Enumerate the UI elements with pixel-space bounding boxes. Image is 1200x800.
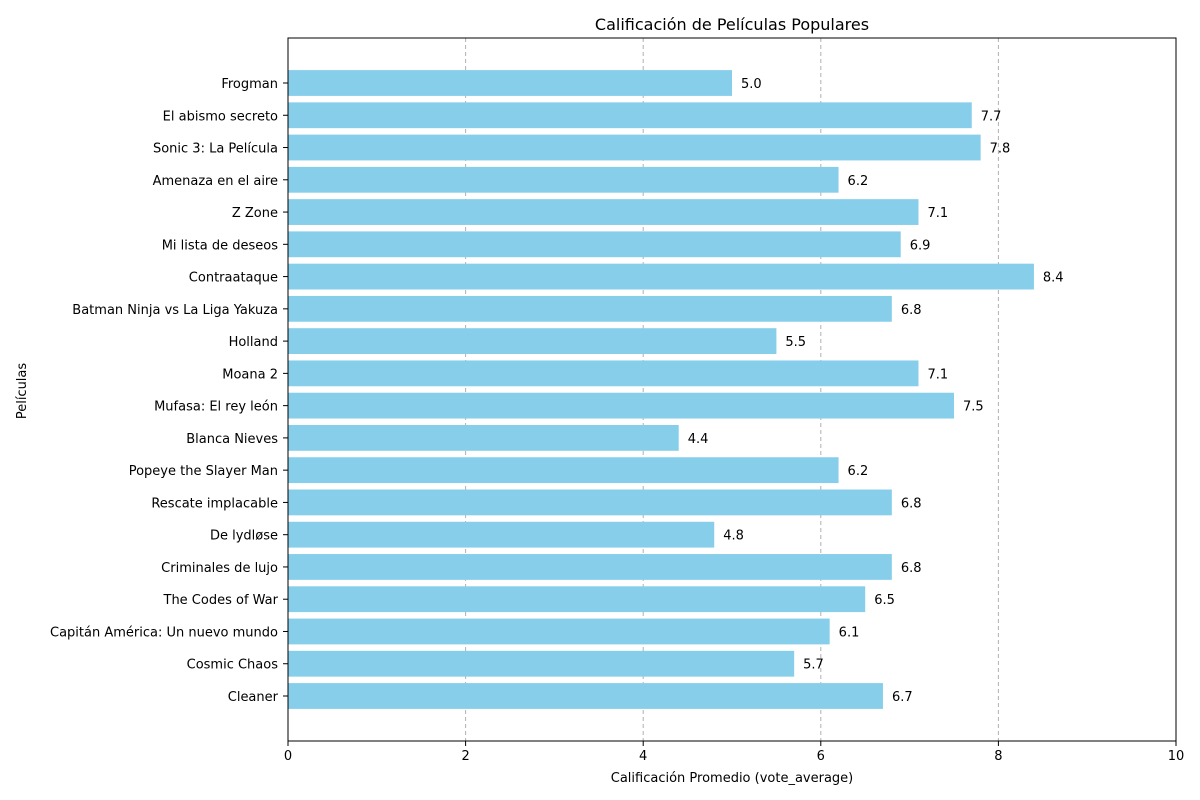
bar-value-label: 6.8 bbox=[901, 561, 922, 576]
y-tick-label: The Codes of War bbox=[163, 593, 279, 608]
bar-value-label: 6.2 bbox=[848, 174, 869, 189]
y-tick-label: Capitán América: Un nuevo mundo bbox=[50, 625, 278, 640]
x-axis-label: Calificación Promedio (vote_average) bbox=[611, 771, 854, 786]
bar-value-label: 5.0 bbox=[741, 77, 762, 92]
bar-value-label: 4.8 bbox=[723, 529, 744, 544]
bar bbox=[288, 231, 901, 258]
y-tick-label: Amenaza en el aire bbox=[153, 174, 278, 189]
y-axis-label: Películas bbox=[15, 363, 30, 420]
bar bbox=[288, 521, 715, 548]
y-tick-label: Mufasa: El rey león bbox=[154, 400, 278, 415]
bar bbox=[288, 618, 830, 645]
bars bbox=[288, 70, 1034, 709]
bar bbox=[288, 586, 866, 613]
x-tick-label: 8 bbox=[994, 749, 1002, 764]
y-tick-label: Rescate implacable bbox=[151, 496, 278, 511]
y-tick-label: Sonic 3: La Película bbox=[153, 142, 278, 157]
bar bbox=[288, 489, 892, 516]
bar-value-label: 6.8 bbox=[901, 303, 922, 318]
bar bbox=[288, 554, 892, 580]
bar-value-label: 6.5 bbox=[874, 593, 895, 608]
y-tick-label: Mi lista de deseos bbox=[162, 238, 279, 253]
y-axis-ticks: Frogman El abismo secreto Sonic 3: La Pelí… bbox=[50, 77, 288, 705]
x-tick-label: 10 bbox=[1168, 749, 1185, 764]
bar-value-label: 7.8 bbox=[990, 142, 1011, 157]
bar bbox=[288, 424, 679, 451]
y-tick-label: Cleaner bbox=[228, 690, 279, 705]
bar bbox=[288, 166, 839, 193]
plot-frame bbox=[287, 37, 1177, 742]
bar bbox=[288, 295, 892, 322]
bar-value-label: 6.2 bbox=[848, 464, 869, 479]
y-tick-label: Z Zone bbox=[232, 206, 278, 221]
bar bbox=[288, 392, 954, 419]
bar bbox=[288, 457, 839, 484]
y-tick-label: Frogman bbox=[221, 77, 278, 92]
y-tick-label: Blanca Nieves bbox=[186, 432, 278, 447]
bar-value-label: 8.4 bbox=[1043, 271, 1064, 286]
x-tick-label: 4 bbox=[639, 749, 647, 764]
bar-value-label: 6.9 bbox=[910, 238, 931, 253]
y-tick-label: Moana 2 bbox=[222, 367, 278, 382]
y-tick-label: Popeye the Slayer Man bbox=[129, 464, 278, 479]
gridlines bbox=[465, 38, 999, 741]
y-tick-label: Contraataque bbox=[189, 271, 278, 286]
x-tick-label: 2 bbox=[461, 749, 469, 764]
bar-value-label: 5.5 bbox=[785, 335, 806, 350]
bar bbox=[288, 199, 919, 225]
y-tick-label: Cosmic Chaos bbox=[187, 658, 279, 673]
bar bbox=[288, 70, 732, 96]
bar bbox=[288, 650, 795, 677]
chart-title: Calificación de Películas Populares bbox=[595, 15, 869, 34]
bar bbox=[288, 360, 919, 387]
bar bbox=[288, 683, 883, 709]
x-tick-label: 6 bbox=[817, 749, 825, 764]
bar bbox=[288, 134, 981, 161]
y-tick-label: Criminales de lujo bbox=[161, 561, 278, 576]
bar bbox=[288, 102, 972, 129]
value-labels: 5.0 7.7 7.8 6.2 7.1 6.9 8.4 6.8 5.5 7.1 7.5 4.4 6.2 6… bbox=[688, 77, 1064, 705]
bar-value-label: 7.1 bbox=[927, 367, 948, 382]
y-tick-label: Batman Ninja vs La Liga Yakuza bbox=[72, 303, 278, 318]
x-axis-ticks: 0 2 4 6 8 10 bbox=[284, 741, 1184, 764]
x-tick-label: 0 bbox=[284, 749, 292, 764]
bar-value-label: 7.1 bbox=[927, 206, 948, 221]
bar-value-label: 5.7 bbox=[803, 658, 824, 673]
bar-value-label: 6.1 bbox=[839, 625, 860, 640]
y-tick-label: Holland bbox=[229, 335, 278, 350]
bar bbox=[288, 263, 1034, 290]
bar bbox=[288, 328, 777, 355]
y-tick-label: El abismo secreto bbox=[163, 109, 278, 124]
bar-value-label: 7.7 bbox=[981, 109, 1002, 124]
y-tick-label: De lydløse bbox=[210, 529, 278, 544]
bar-value-label: 6.8 bbox=[901, 496, 922, 511]
bar-value-label: 6.7 bbox=[892, 690, 913, 705]
bar-value-label: 7.5 bbox=[963, 400, 984, 415]
bar-value-label: 4.4 bbox=[688, 432, 709, 447]
